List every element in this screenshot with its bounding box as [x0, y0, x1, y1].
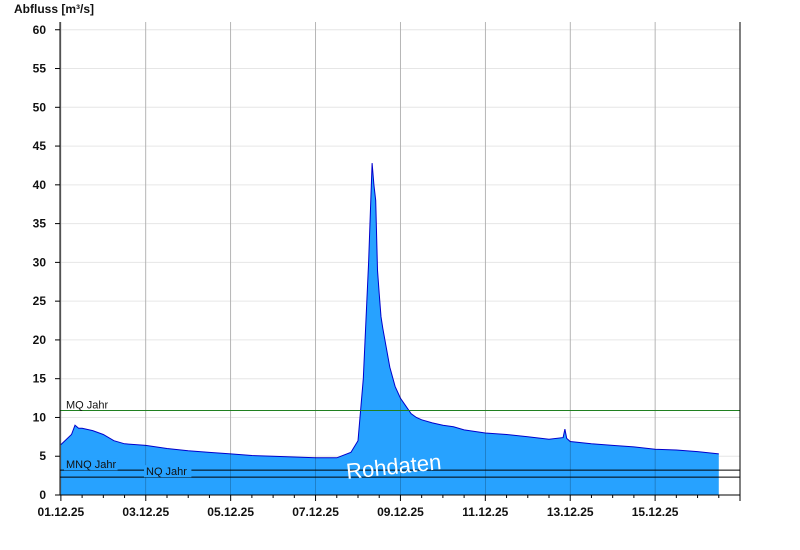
reference-label: NQ Jahr	[146, 466, 187, 478]
x-tick-label: 01.12.25	[38, 505, 85, 519]
x-tick-label: 07.12.25	[292, 505, 339, 519]
x-tick-label: 09.12.25	[377, 505, 424, 519]
reference-label: MQ Jahr	[66, 399, 109, 411]
y-tick-label: 35	[33, 217, 47, 231]
y-tick-label: 25	[33, 294, 47, 308]
discharge-line	[60, 163, 719, 459]
x-grid-over-area	[60, 22, 656, 495]
y-axis-label: Abfluss [m³/s]	[14, 2, 94, 16]
y-tick-label: 30	[33, 255, 47, 269]
x-tick-label: 15.12.25	[632, 505, 679, 519]
y-tick-label: 10	[33, 410, 47, 424]
y-ticks: 0 5 10 15 20 25 30 35 40 45 50 55 60	[33, 23, 60, 502]
y-tick-label: 20	[33, 333, 47, 347]
y-tick-label: 5	[39, 449, 46, 463]
area-layer	[60, 163, 719, 495]
x-ticks: 01.12.25 03.12.25 05.12.25 07.12.25 09.12.25…	[38, 495, 741, 519]
x-tick-label: 13.12.25	[547, 505, 594, 519]
y-tick-label: 50	[33, 100, 47, 114]
y-tick-label: 45	[33, 139, 47, 153]
x-tick-label: 05.12.25	[207, 505, 254, 519]
discharge-area	[60, 163, 719, 495]
reference-label-bg	[144, 465, 192, 478]
reference-lines: MQ Jahr MNQ Jahr NQ Jahr	[60, 399, 740, 478]
y-tick-label: 55	[33, 62, 47, 76]
x-tick-label: 11.12.25	[462, 505, 508, 519]
reference-label-bg	[64, 458, 118, 471]
y-tick-label: 0	[39, 488, 46, 502]
y-tick-label: 60	[33, 23, 47, 37]
y-tick-label: 15	[33, 372, 47, 386]
grid	[60, 22, 740, 495]
reference-label: MNQ Jahr	[66, 459, 116, 471]
x-tick-label: 03.12.25	[122, 505, 169, 519]
y-tick-label: 40	[33, 178, 47, 192]
